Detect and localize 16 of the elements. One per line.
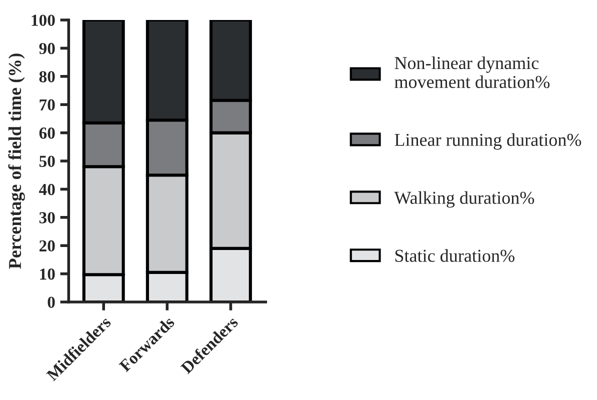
y-tick-label: 20 xyxy=(39,240,55,252)
legend-label: Linear running duration% xyxy=(394,133,582,150)
y-tick-label: 80 xyxy=(39,71,55,82)
y-tick-label: 30 xyxy=(39,212,55,224)
y-tick-label: 0 xyxy=(48,296,55,308)
y-tick-label: 10 xyxy=(40,268,55,280)
y-tick-label: 50 xyxy=(39,156,55,167)
legend-label: Static duration% xyxy=(395,249,514,262)
y-tick-label: 60 xyxy=(39,128,55,139)
y-tick-label: 40 xyxy=(39,184,55,196)
legend-label: Non-linear dynamic movement duration% xyxy=(394,56,550,88)
y-tick-label: 90 xyxy=(39,42,55,54)
y-tick-label: 70 xyxy=(40,99,55,111)
legend-label: Walking duration% xyxy=(394,191,534,208)
y-tick-label: 100 xyxy=(32,14,55,26)
y-axis-title: Percentage of field time (%) xyxy=(8,54,25,269)
